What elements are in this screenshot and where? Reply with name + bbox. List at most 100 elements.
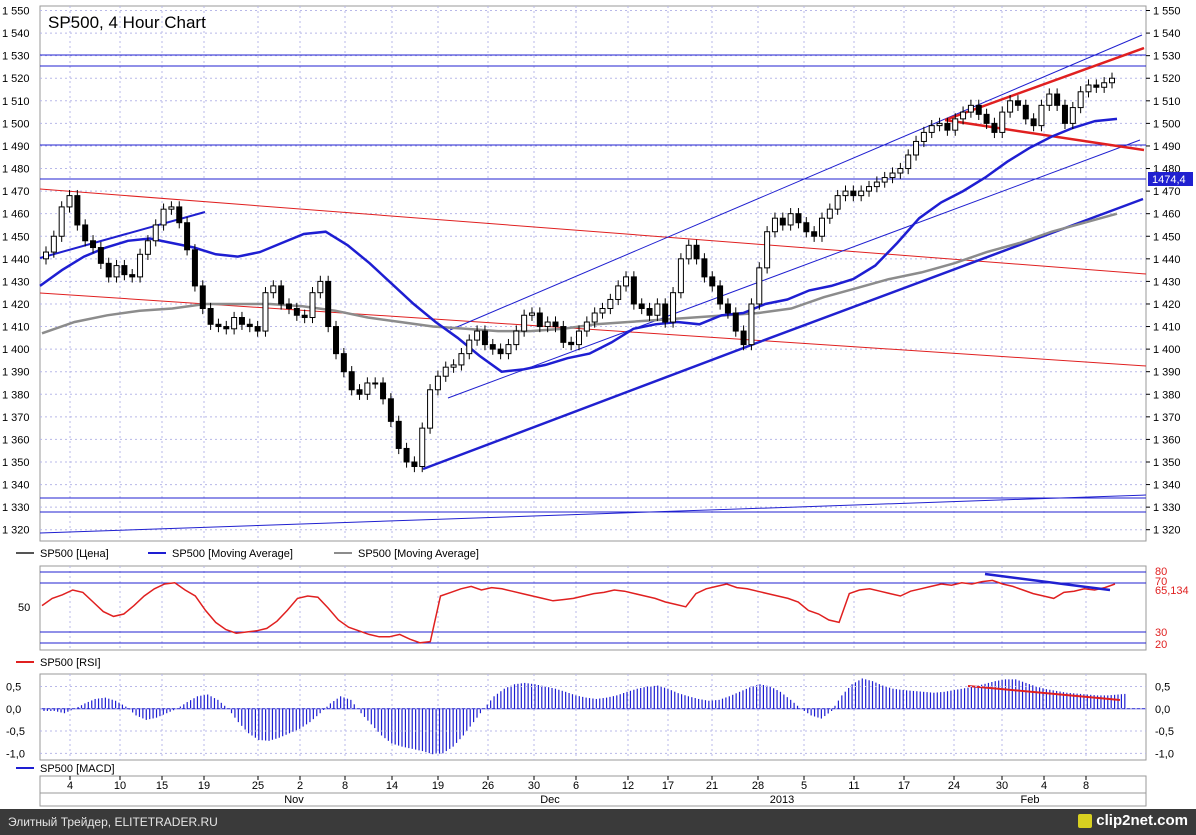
price-y-tick-left: 1 330 (2, 502, 30, 514)
x-tick-label: 8 (1083, 780, 1089, 792)
candle-body (1061, 104, 1068, 124)
price-y-tick-left: 1 460 (2, 209, 30, 221)
candle-body (599, 307, 606, 314)
rsi-divergence-line (984, 572, 1111, 592)
macd-y-tick-right: -0,5 (1155, 726, 1174, 738)
price-marker-label: 1474,4 (1152, 174, 1186, 186)
candle-body (850, 190, 857, 197)
x-tick-label: 26 (482, 780, 494, 792)
price-y-tick-left: 1 340 (2, 480, 30, 492)
candle-body (670, 292, 677, 323)
x-tick-label: 11 (848, 780, 859, 792)
candle-body (905, 154, 912, 170)
footer-bar: Элитный Трейдер, ELITETRADER.RU clip2net… (0, 809, 1196, 835)
candle-body (576, 330, 582, 346)
price-y-tick-left: 1 320 (2, 525, 30, 537)
candle-body (513, 330, 520, 346)
candle-body (944, 122, 951, 131)
clip2net-logo: clip2net.com (1078, 812, 1188, 829)
candle-body (427, 389, 434, 429)
macd-legend: SP500 [MACD] (16, 763, 115, 775)
price-y-tick-right: 1 450 (1153, 231, 1181, 243)
macd-y-tick-left: 0,5 (6, 681, 21, 693)
candle-body (121, 265, 128, 276)
price-y-tick-right: 1 510 (1153, 96, 1181, 108)
candle-body (184, 222, 191, 251)
price-y-tick-right: 1 540 (1153, 28, 1181, 40)
price-y-tick-right: 1 370 (1153, 412, 1181, 424)
rsi-line (41, 579, 1116, 644)
x-tick-label: 17 (662, 780, 674, 792)
candle-body (544, 321, 551, 328)
candle-body (380, 382, 387, 400)
candle-body (50, 235, 57, 253)
x-tick-label: 24 (948, 780, 960, 792)
x-tick-label: 10 (114, 780, 126, 792)
price-panel (39, 5, 1147, 542)
x-tick-label: 30 (996, 780, 1008, 792)
candle-body (1030, 118, 1037, 127)
price-y-tick-right: 1 410 (1153, 322, 1181, 334)
x-tick-label: 28 (752, 780, 764, 792)
candle-body (677, 258, 684, 294)
candle-body (842, 190, 849, 197)
candle-body (246, 323, 253, 328)
macd-y-tick-right: -1,0 (1155, 748, 1174, 760)
candle-body (991, 122, 998, 133)
candle-body (740, 330, 747, 346)
candle-body (317, 280, 324, 294)
price-y-tick-right: 1 350 (1153, 457, 1181, 469)
rsi-panel (39, 565, 1147, 651)
x-tick-label: 4 (67, 780, 73, 792)
candle-body (1022, 104, 1029, 120)
candle-body (866, 186, 873, 192)
candle-body (505, 344, 512, 355)
rsi-tick-80: 80 (1155, 566, 1167, 578)
price-y-tick-left: 1 390 (2, 367, 30, 379)
candle-body (97, 247, 104, 264)
candle-body (1046, 93, 1053, 106)
footer-source: Элитный Трейдер, ELITETRADER.RU (8, 815, 218, 829)
candle-body (834, 195, 841, 210)
candle-body (278, 285, 285, 305)
candle-body (928, 125, 935, 133)
candle-body (270, 285, 277, 294)
candle-body (623, 276, 630, 287)
price-y-tick-left: 1 520 (2, 73, 30, 85)
candle-body (818, 217, 825, 237)
price-y-tick-right: 1 330 (1153, 502, 1181, 514)
candle-body (591, 312, 598, 323)
x-tick-label: 6 (573, 780, 579, 792)
candle-body (568, 341, 575, 346)
candle-body (309, 292, 316, 319)
macd-divergence-line (967, 685, 1121, 701)
candle-body (1085, 84, 1092, 93)
candle-body (521, 314, 528, 332)
x-month-label: Nov (284, 794, 304, 806)
x-tick-label: 4 (1041, 780, 1047, 792)
x-tick-label: 8 (342, 780, 348, 792)
x-tick-label: 15 (156, 780, 168, 792)
price-y-tick-left: 1 420 (2, 299, 30, 311)
candle-body (199, 285, 206, 309)
candle-body (113, 265, 120, 278)
candle-body (967, 104, 974, 113)
price-y-tick-right: 1 490 (1153, 141, 1181, 153)
price-y-tick-left: 1 350 (2, 457, 30, 469)
candle-body (709, 276, 716, 287)
rsi-levels (40, 571, 1146, 644)
rsi-tick-20: 20 (1155, 639, 1167, 651)
price-marker-box (1148, 172, 1193, 186)
candle-body (90, 240, 97, 249)
candle-body (528, 312, 535, 316)
rsi-y-tick-50: 50 (18, 602, 30, 614)
price-y-tick-left: 1 550 (2, 6, 30, 18)
price-y-tick-right: 1 520 (1153, 73, 1181, 85)
price-y-tick-left: 1 510 (2, 96, 30, 108)
candle-body (717, 285, 724, 305)
candle-body (803, 222, 810, 233)
candle-body (1007, 100, 1014, 113)
candle-body (43, 251, 49, 260)
candle-body (74, 195, 81, 226)
candle-body (238, 317, 245, 325)
